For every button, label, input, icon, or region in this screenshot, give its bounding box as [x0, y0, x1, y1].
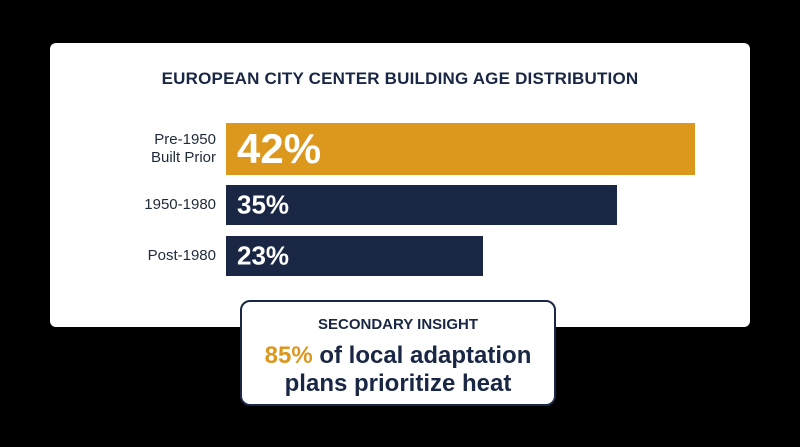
insight-kicker: SECONDARY INSIGHT — [317, 316, 479, 333]
bar-value-label: 42% — [237, 125, 322, 172]
insight-line1: of local adaptation — [312, 342, 532, 369]
insight-text: 85% of local adaptation plans prioritize… — [242, 342, 554, 398]
chart-title: EUROPEAN CITY CENTER BUILDING AGE DISTRI… — [161, 69, 639, 88]
plot-area: 42% Pre-1950 Built Prior 35% 1950-1980 23% Pos… — [50, 43, 750, 327]
category-label: Pre-1950 Built Prior — [151, 131, 216, 167]
chart-card: EUROPEAN CITY CENTER BUILDING AGE DISTRI… — [50, 43, 750, 327]
insight-card: SECONDARY INSIGHT 85% of local adaptatio… — [240, 300, 556, 406]
category-label: Post-1980 — [148, 247, 216, 265]
insight-highlight: 85% — [264, 342, 313, 369]
category-label-line: Post-1980 — [147, 247, 216, 264]
category-label-line: Pre-1950 — [154, 131, 216, 148]
bar-value-label: 35% — [237, 189, 290, 220]
bar-value-label: 23% — [237, 240, 290, 271]
bar-1: 42% — [226, 123, 695, 175]
insight-line2: plans prioritize heat — [284, 370, 512, 397]
bar-2: 35% — [226, 185, 617, 225]
category-label-line: 1950-1980 — [144, 196, 216, 213]
category-label-line: Built Prior — [150, 149, 216, 166]
category-label: 1950-1980 — [144, 196, 216, 214]
bar-3: 23% — [226, 236, 483, 276]
